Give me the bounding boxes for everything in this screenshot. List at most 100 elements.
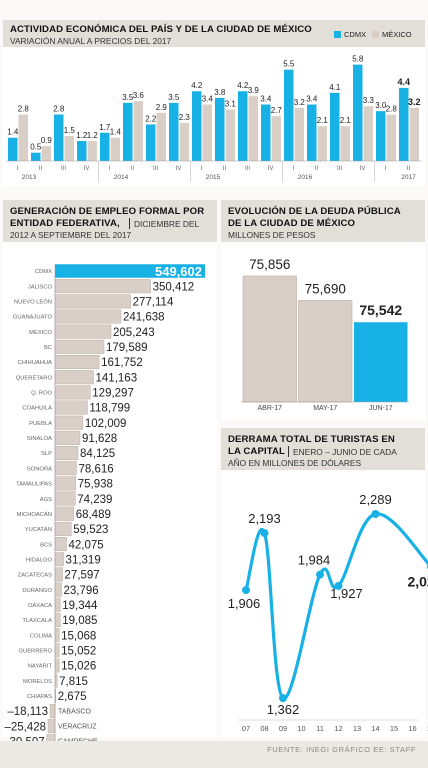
value-label-mexico-6: 2.9 (156, 103, 168, 112)
tourism-tick-label-14: 14 (371, 724, 379, 733)
value-label-cdmx-5: 3.5 (122, 93, 134, 102)
debt-title-line1: EVOLUCIÓN DE LA DEUDA PÚBLICA (228, 206, 401, 217)
tick-label-quarter-13: II (315, 166, 319, 172)
state-label-12: SLP (41, 451, 52, 457)
value-label-cdmx-9: 3.8 (214, 88, 226, 97)
bar-cdmx-9 (215, 97, 225, 161)
tick-label-quarter-8: I (201, 166, 203, 172)
value-label-cdmx-10: 4.2 (237, 81, 249, 90)
tick-label-quarter-12: I (293, 166, 295, 172)
debt-subtitle: MILLONES DE PESOS (228, 230, 316, 240)
year-label-2015: 2015 (206, 174, 221, 181)
value-label-mexico-1: 0.9 (41, 136, 53, 145)
state-label-13: SONORA (27, 466, 52, 472)
legend-swatch-mexico (372, 31, 379, 38)
tick-label-quarter-16: I (385, 166, 387, 172)
value-label-mexico-16: 2.8 (386, 104, 398, 113)
tick-label-quarter-6: III (153, 166, 158, 172)
debt-tick-label-0: ABR-17 (257, 405, 282, 412)
bar-mexico-8 (202, 104, 212, 161)
state-label-18: BCS (40, 542, 52, 548)
bar-mexico-10 (248, 96, 258, 161)
value-label-cdmx-17: 4.4 (397, 77, 410, 87)
state-label-5: BC (44, 345, 52, 351)
state-label-21: DURANGO (22, 588, 52, 594)
state-label-8: Q. ROO (31, 391, 52, 397)
value-label-cdmx-13: 3.4 (306, 95, 318, 104)
value-label-mexico-0: 2.8 (18, 104, 30, 113)
value-label-mexico-14: 2.1 (340, 116, 352, 125)
value-label-25: 15,052 (61, 645, 96, 657)
value-label-mexico-9: 3.1 (225, 100, 237, 109)
tourism-tick-label-16: 16 (408, 724, 416, 733)
tourism-tick-label-15: 15 (390, 724, 398, 733)
year-label-2017: 2017 (401, 174, 416, 181)
tourism-tick-label-17: 17 (427, 724, 428, 733)
value-label-cdmx-0: 1.4 (7, 128, 19, 137)
debt-bar-1 (298, 300, 353, 403)
bar-cdmx-11 (261, 104, 271, 161)
bar-mexico-11 (271, 116, 281, 161)
source-text: FUENTE: INEGI GRÁFICO EE: STAFF (267, 745, 416, 754)
tourism-point-11 (316, 570, 324, 579)
tourism-tick-label-11: 11 (316, 724, 324, 733)
bar-mexico-9 (225, 109, 235, 161)
tick-label-quarter-15: IV (360, 166, 366, 172)
value-label-1: 350,412 (153, 281, 195, 293)
bar-cdmx-15 (353, 64, 363, 161)
economic-activity-header (3, 20, 425, 47)
value-label-24: 15,068 (61, 630, 96, 642)
value-label-mexico-5: 3.6 (133, 91, 145, 100)
value-label-cdmx-8: 4.2 (191, 81, 203, 90)
year-label-2016: 2016 (298, 174, 313, 181)
state-label-7: QUERÉTARO (16, 374, 53, 381)
tick-label-quarter-10: III (245, 166, 250, 172)
value-label-12: 84,125 (80, 448, 115, 460)
debt-value-label-0: 75,856 (249, 257, 290, 272)
value-label-9: 118,799 (89, 403, 130, 415)
state-label-2: NUEVO LEÓN (14, 299, 52, 306)
tick-label-quarter-7: IV (176, 166, 182, 172)
value-label-mexico-11: 2.7 (271, 106, 283, 115)
bar-cdmx-14 (330, 92, 340, 161)
bar-cdmx-6 (146, 124, 156, 161)
debt-tick-label-2: JUN-17 (369, 405, 393, 412)
debt-title-line2: DE LA CIUDAD DE MÉXICO (228, 218, 356, 229)
value-label-cdmx-14: 4.1 (329, 83, 341, 92)
state-label-25: GUERRERO (19, 648, 53, 654)
value-label-cdmx-2: 2.8 (53, 104, 65, 113)
value-label-26: 15,026 (61, 661, 96, 673)
bar-mexico-7 (179, 122, 189, 161)
tick-label-quarter-3: IV (84, 166, 90, 172)
bar-cdmx-2 (54, 114, 64, 161)
value-label-6: 161,752 (101, 357, 143, 369)
debt-bar-2 (354, 322, 408, 402)
value-label-21: 23,796 (63, 585, 98, 597)
value-label-mexico-13: 2.1 (317, 116, 329, 125)
value-label-cdmx-6: 2.2 (145, 114, 157, 123)
tourism-point-09 (279, 694, 287, 703)
bar-mexico-4 (110, 137, 120, 161)
bar-cdmx-8 (192, 91, 202, 161)
value-label-14: 75,938 (78, 479, 113, 491)
bar-cdmx-3 (77, 141, 87, 161)
bar-cdmx-7 (169, 102, 179, 161)
bar-mexico-15 (363, 106, 373, 161)
value-label-mexico-4: 1.4 (110, 128, 122, 137)
bar-cdmx-4 (100, 132, 110, 161)
value-label-mexico-3: 1.2 (87, 131, 99, 140)
legend-label-cdmx: CDMX (344, 30, 367, 39)
value-label-13: 78,616 (78, 463, 113, 475)
economic-activity-title: ACTIVIDAD ECONÓMICA DEL PAÍS Y DE LA CIU… (10, 24, 312, 35)
value-label-cdmx-11: 3.4 (260, 95, 272, 104)
bar-cdmx-5 (123, 102, 133, 161)
tourism-point-14 (371, 510, 380, 518)
employment-title-line2: ENTIDAD FEDERATIVA, (10, 218, 120, 229)
debt-value-label-1: 75,690 (305, 281, 346, 296)
state-label-4: MÉXICO (29, 329, 52, 336)
bar-cdmx-1 (31, 152, 41, 161)
tourism-value-label-11: 1,984 (298, 553, 331, 568)
bar-cdmx-16 (376, 111, 386, 161)
